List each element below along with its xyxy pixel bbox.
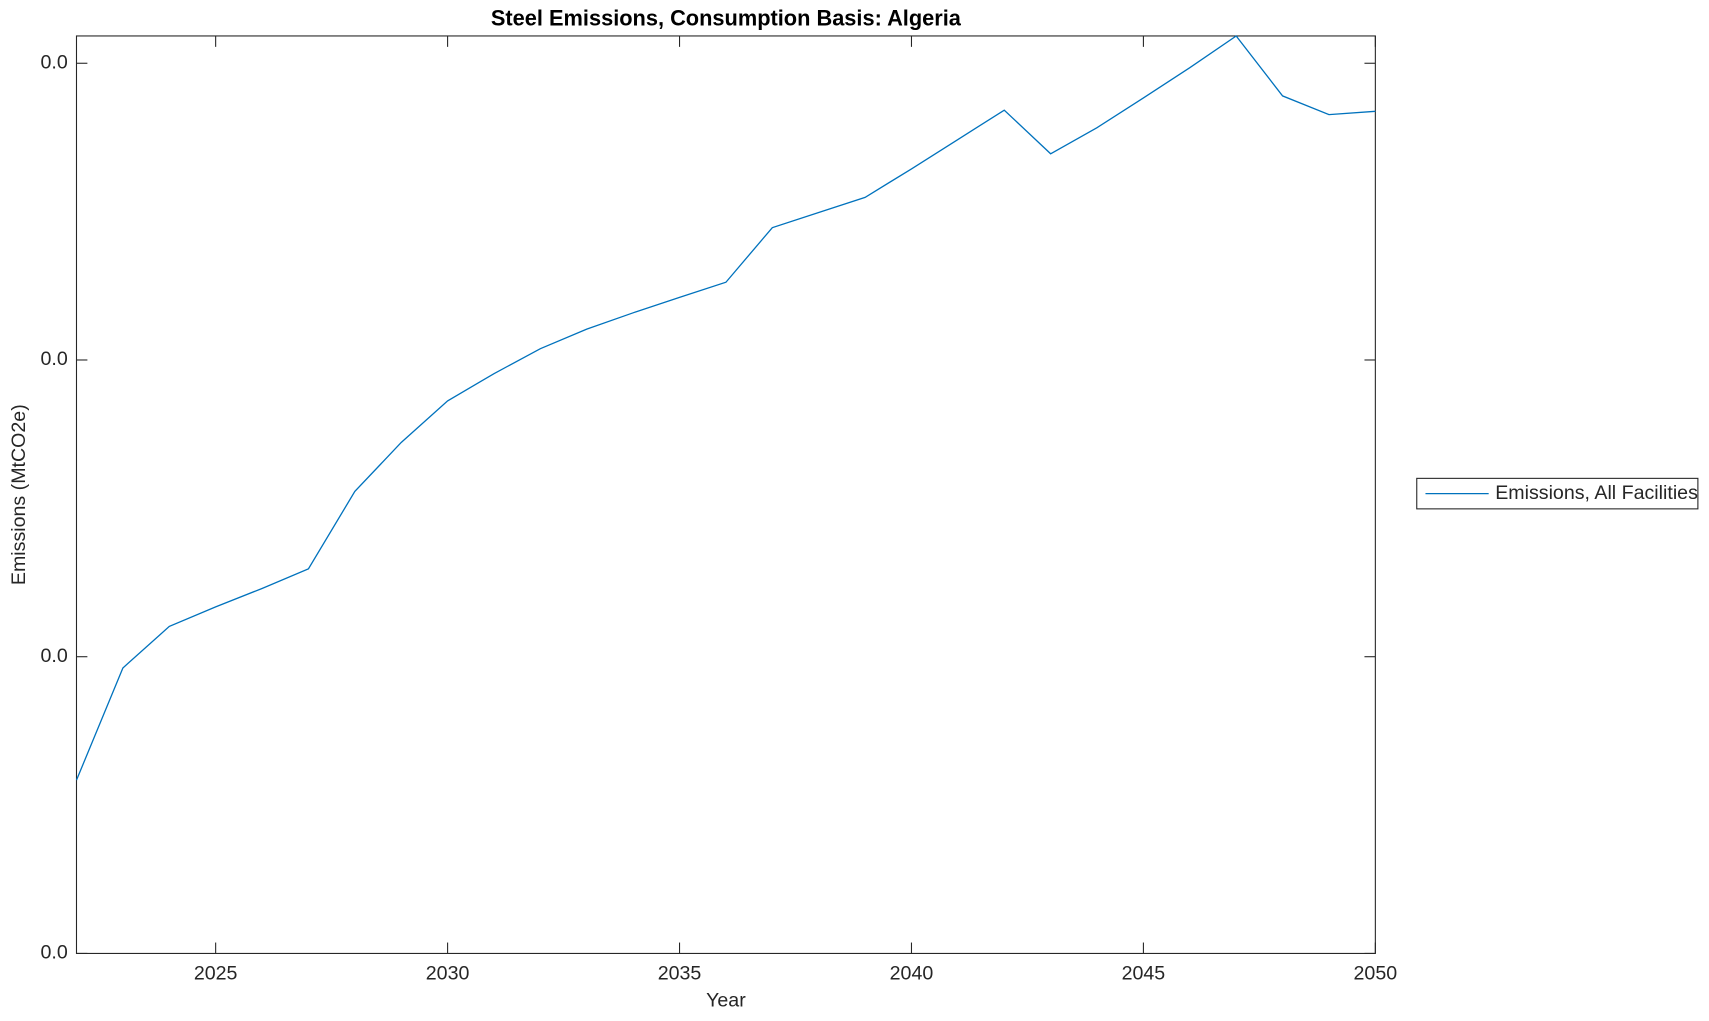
plot-frame <box>75 35 1376 954</box>
data-line <box>75 35 1376 781</box>
x-axis-label: Year <box>706 990 746 1012</box>
y-axis-label: Emissions (MtCO2e) <box>8 404 30 585</box>
y-tick-label: 0.0 <box>41 645 68 667</box>
x-tick-label: 2040 <box>890 962 934 984</box>
x-tick-label: 2045 <box>1122 962 1166 984</box>
legend-label: Emissions, All Facilities <box>1495 482 1698 504</box>
x-tick-label: 2025 <box>194 962 238 984</box>
x-tick-label: 2035 <box>658 962 702 984</box>
y-tick-label: 0.0 <box>41 942 68 964</box>
chart-title: Steel Emissions, Consumption Basis: Alge… <box>491 5 962 30</box>
y-tick-label: 0.0 <box>41 51 68 73</box>
x-tick-label: 2050 <box>1354 962 1398 984</box>
y-tick-label: 0.0 <box>41 348 68 370</box>
x-tick-label: 2030 <box>426 962 470 984</box>
